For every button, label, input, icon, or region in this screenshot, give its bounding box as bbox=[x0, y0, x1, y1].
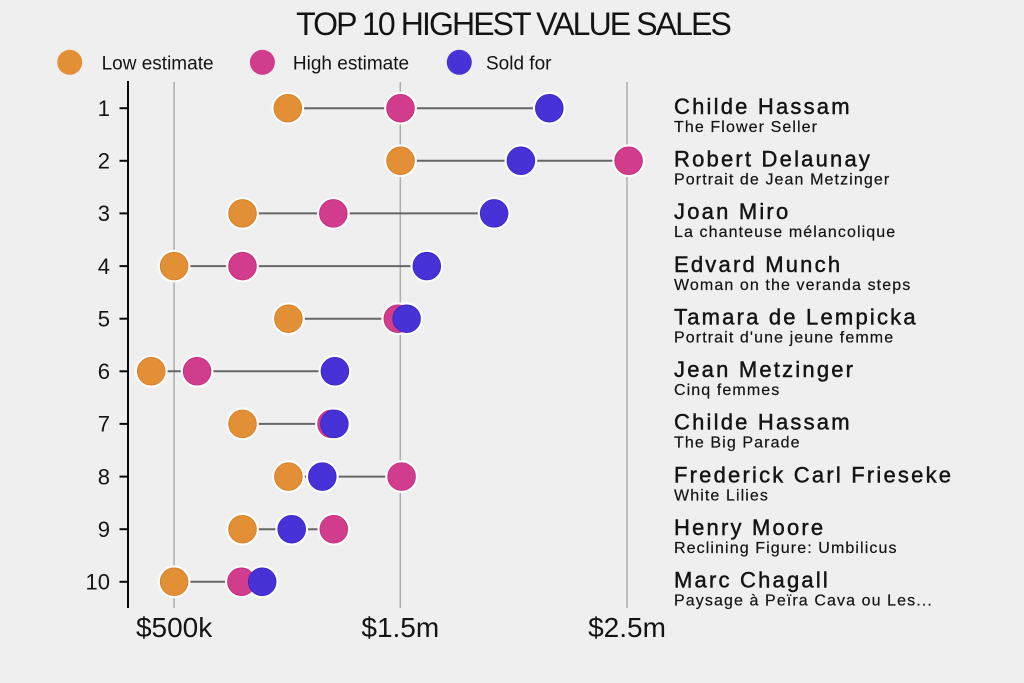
svg-text:Edvard Munch: Edvard Munch bbox=[674, 252, 842, 277]
svg-text:10: 10 bbox=[86, 570, 110, 595]
svg-text:Paysage à Peïra Cava ou Les...: Paysage à Peïra Cava ou Les... bbox=[674, 593, 933, 610]
svg-text:Henry Moore: Henry Moore bbox=[674, 515, 825, 540]
svg-text:1: 1 bbox=[98, 96, 110, 121]
svg-text:7: 7 bbox=[98, 412, 110, 437]
svg-text:Portrait de Jean Metzinger: Portrait de Jean Metzinger bbox=[674, 172, 890, 189]
svg-text:White Lilies: White Lilies bbox=[674, 487, 769, 504]
svg-text:Low estimate: Low estimate bbox=[102, 54, 214, 75]
svg-text:Joan Miro: Joan Miro bbox=[674, 199, 790, 224]
svg-text:Childe Hassam: Childe Hassam bbox=[674, 410, 852, 435]
svg-text:2: 2 bbox=[98, 149, 110, 174]
svg-text:$500k: $500k bbox=[136, 612, 213, 643]
svg-text:8: 8 bbox=[98, 464, 110, 489]
svg-text:Reclining Figure: Umbilicus: Reclining Figure: Umbilicus bbox=[674, 540, 898, 557]
svg-text:$1.5m: $1.5m bbox=[361, 612, 439, 643]
svg-text:6: 6 bbox=[98, 359, 110, 384]
svg-text:$2.5m: $2.5m bbox=[588, 612, 666, 643]
svg-text:9: 9 bbox=[98, 517, 110, 542]
svg-text:Cinq femmes: Cinq femmes bbox=[674, 382, 780, 399]
svg-text:Marc Chagall: Marc Chagall bbox=[674, 568, 830, 593]
svg-text:4: 4 bbox=[98, 254, 110, 279]
svg-text:5: 5 bbox=[98, 306, 110, 331]
svg-text:Woman on the veranda steps: Woman on the veranda steps bbox=[674, 277, 911, 294]
svg-text:High estimate: High estimate bbox=[293, 54, 409, 75]
svg-text:Frederick Carl Frieseke: Frederick Carl Frieseke bbox=[674, 462, 953, 487]
svg-text:3: 3 bbox=[98, 201, 110, 226]
svg-text:Childe Hassam: Childe Hassam bbox=[674, 94, 852, 119]
svg-text:The Big Parade: The Big Parade bbox=[674, 435, 801, 452]
svg-text:La chanteuse mélancolique: La chanteuse mélancolique bbox=[674, 224, 896, 241]
svg-text:Sold for: Sold for bbox=[486, 54, 552, 75]
svg-text:The Flower Seller: The Flower Seller bbox=[674, 119, 818, 136]
svg-text:Portrait d'une jeune femme: Portrait d'une jeune femme bbox=[674, 330, 894, 347]
svg-text:Jean Metzinger: Jean Metzinger bbox=[674, 357, 855, 382]
svg-text:TOP 10 HIGHEST VALUE SALES: TOP 10 HIGHEST VALUE SALES bbox=[296, 6, 730, 42]
svg-text:Robert Delaunay: Robert Delaunay bbox=[674, 147, 872, 172]
svg-text:Tamara de Lempicka: Tamara de Lempicka bbox=[674, 305, 918, 330]
